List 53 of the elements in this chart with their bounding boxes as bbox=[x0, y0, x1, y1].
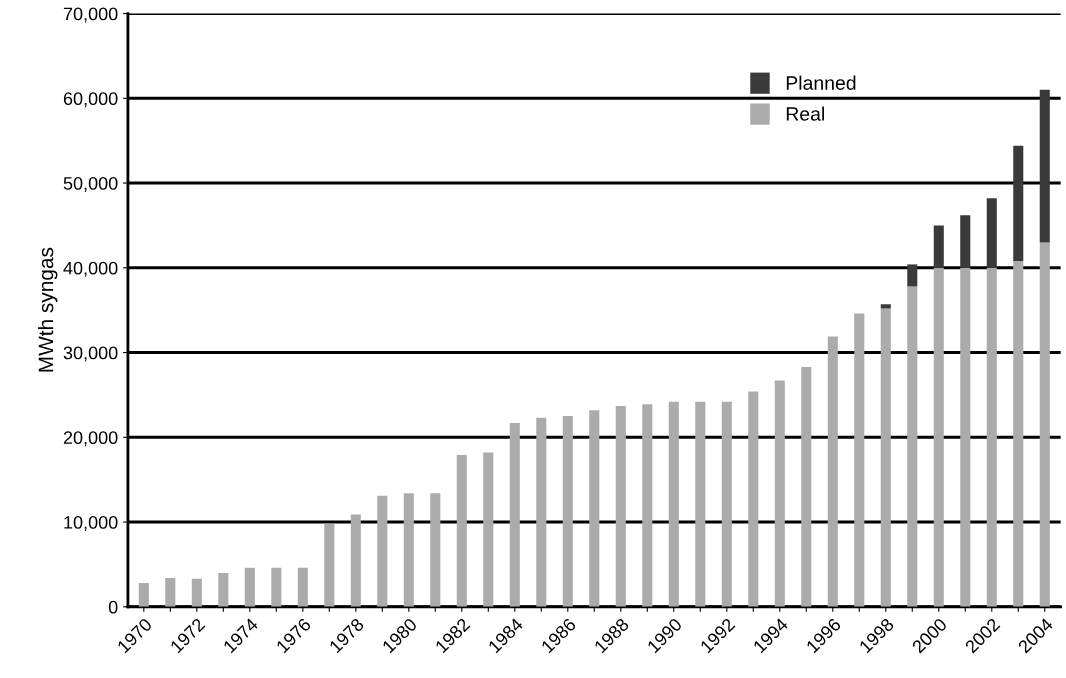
bar bbox=[668, 401, 679, 607]
bar bbox=[827, 336, 838, 607]
bar bbox=[642, 404, 653, 607]
bar bbox=[880, 308, 891, 607]
bar bbox=[589, 410, 600, 607]
bar bbox=[350, 514, 361, 607]
bar bbox=[854, 313, 865, 607]
y-tick-label: 10,000 bbox=[64, 515, 118, 531]
bar bbox=[536, 417, 547, 607]
bar bbox=[483, 452, 494, 607]
bar bbox=[774, 380, 785, 607]
legend-label: Real bbox=[786, 106, 824, 121]
bar bbox=[880, 304, 891, 309]
bar bbox=[1013, 145, 1024, 262]
bar bbox=[933, 225, 944, 268]
bar bbox=[297, 567, 308, 607]
bar bbox=[271, 567, 282, 607]
bar bbox=[748, 391, 759, 607]
bar bbox=[986, 267, 997, 607]
bar bbox=[1013, 261, 1024, 607]
bar bbox=[324, 523, 335, 607]
bar bbox=[615, 405, 626, 607]
y-tick-label: 20,000 bbox=[63, 431, 118, 447]
bar bbox=[801, 366, 812, 607]
bar bbox=[430, 493, 441, 607]
bar bbox=[986, 198, 997, 268]
bar bbox=[509, 422, 520, 607]
legend-label: Planned bbox=[786, 75, 856, 90]
bar bbox=[1039, 242, 1050, 607]
y-tick-label: 0 bbox=[108, 600, 118, 614]
y-tick-label: 70,000 bbox=[63, 7, 118, 23]
y-tick-label: 60,000 bbox=[63, 92, 118, 108]
bar bbox=[191, 578, 202, 607]
y-tick-label: 50,000 bbox=[63, 176, 118, 192]
bar bbox=[960, 215, 971, 268]
bar bbox=[377, 495, 388, 607]
bar bbox=[695, 401, 706, 607]
bar bbox=[721, 401, 732, 607]
bar bbox=[244, 567, 255, 607]
bar bbox=[138, 583, 149, 607]
bar bbox=[907, 286, 918, 607]
bar bbox=[562, 416, 573, 607]
bar bbox=[165, 577, 176, 607]
bar bbox=[907, 264, 918, 287]
bar bbox=[456, 455, 467, 607]
bar bbox=[403, 493, 414, 607]
y-axis-title: MWth syngas bbox=[38, 247, 58, 372]
bar bbox=[218, 572, 229, 607]
bar bbox=[933, 267, 944, 607]
bar bbox=[960, 267, 971, 607]
y-tick-label: 40,000 bbox=[63, 261, 118, 277]
y-tick-label: 30,000 bbox=[63, 346, 118, 362]
bar bbox=[1039, 89, 1050, 243]
